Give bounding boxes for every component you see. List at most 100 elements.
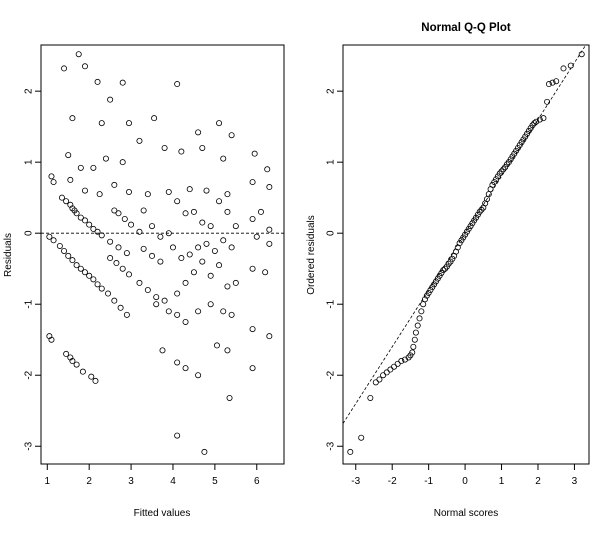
residuals-point — [199, 219, 206, 226]
residuals-point — [226, 394, 233, 401]
qq-y-tick-label: 1 — [326, 159, 337, 165]
qq-point — [531, 120, 538, 127]
residuals-point — [63, 198, 70, 205]
residuals-point — [266, 184, 273, 191]
residuals-point — [182, 365, 189, 372]
residuals-x-tick-label: 1 — [45, 476, 51, 487]
residuals-point — [174, 290, 181, 297]
residuals-point — [69, 205, 76, 212]
residuals-point — [48, 336, 55, 343]
qq-y-tick-label: -2 — [326, 370, 337, 379]
qq-point — [347, 448, 354, 455]
residuals-plot-frame — [40, 44, 285, 465]
residuals-point — [119, 79, 126, 86]
residuals-y-tick-label: 2 — [24, 88, 35, 94]
residuals-point — [63, 350, 70, 357]
residuals-point — [199, 258, 206, 265]
qq-x-tick-label: 0 — [462, 476, 468, 487]
residuals-y-tick-label: -2 — [24, 370, 35, 379]
residuals-point — [113, 260, 120, 267]
residuals-point — [98, 232, 105, 239]
qq-point — [544, 98, 551, 105]
qq-point — [412, 329, 419, 336]
residuals-point — [220, 308, 227, 315]
residuals-y-axis-title: Residuals — [3, 233, 14, 277]
residuals-point — [149, 252, 156, 259]
residuals-point — [232, 279, 239, 286]
residuals-point — [50, 179, 57, 186]
residuals-point — [81, 269, 88, 276]
residuals-point — [174, 432, 181, 439]
residuals-point — [257, 208, 264, 215]
residuals-point — [249, 215, 256, 222]
qq-point — [540, 115, 547, 122]
residuals-point — [211, 247, 218, 254]
qq-y-tick-label: 0 — [326, 230, 337, 236]
residuals-point — [94, 78, 101, 85]
residuals-point — [224, 347, 231, 354]
residuals-point — [203, 240, 210, 247]
residuals-point — [65, 252, 72, 259]
residuals-point — [216, 198, 223, 205]
qq-point — [567, 62, 574, 69]
residuals-point — [46, 233, 53, 240]
residuals-point — [77, 214, 84, 221]
residuals-point — [232, 223, 239, 230]
residuals-point — [105, 290, 112, 297]
qq-axis-ticks: -3 -2 -1 0 1 2 3 -3 -2 -1 0 1 2 — [326, 88, 578, 487]
residuals-point — [266, 333, 273, 340]
residuals-point — [224, 283, 231, 290]
residuals-point — [107, 96, 114, 103]
residuals-point — [199, 144, 206, 151]
residuals-point — [216, 120, 223, 127]
residuals-point — [161, 144, 168, 151]
normal-qq-panel: Normal Q-Q Plot Normal scores Ordered re… — [306, 22, 590, 519]
residuals-point — [228, 132, 235, 139]
residuals-point — [151, 115, 158, 122]
residuals-point — [195, 129, 202, 136]
residuals-point — [165, 189, 172, 196]
qq-point — [398, 358, 405, 365]
residuals-point — [96, 191, 103, 198]
residuals-point — [251, 150, 258, 157]
qq-point — [367, 394, 374, 401]
residuals-axis-ticks: 1 2 3 4 5 6 -3 -2 -1 0 1 2 — [24, 88, 260, 487]
residuals-point — [119, 265, 126, 272]
residuals-point — [186, 186, 193, 193]
residuals-point — [111, 181, 118, 188]
residuals-point — [98, 120, 105, 127]
residuals-point — [117, 304, 124, 311]
qq-point — [411, 336, 418, 343]
residuals-x-axis-title: Fitted values — [134, 508, 191, 519]
residuals-point — [203, 187, 210, 194]
residuals-x-tick-label: 2 — [86, 476, 92, 487]
residuals-point — [88, 373, 95, 380]
residuals-point — [86, 272, 93, 279]
residuals-point — [174, 81, 181, 88]
residuals-point — [69, 358, 76, 365]
qq-point — [545, 81, 552, 88]
residuals-point — [107, 255, 114, 262]
residuals-point — [149, 223, 156, 230]
residuals-point — [182, 279, 189, 286]
qq-point — [553, 78, 560, 85]
residuals-point — [111, 297, 118, 304]
qq-y-tick-label: 2 — [326, 88, 337, 94]
residuals-point — [107, 238, 114, 245]
residuals-point — [153, 294, 160, 301]
qq-x-tick-label: -1 — [424, 476, 433, 487]
residuals-vs-fitted-panel: Fitted values Residuals 1 2 3 4 5 6 -3 -2 -1 0 1 2 — [3, 44, 285, 519]
residuals-point — [73, 262, 80, 269]
qq-point — [358, 434, 365, 441]
residuals-point — [195, 372, 202, 379]
residuals-point — [56, 242, 63, 249]
residuals-point — [249, 265, 256, 272]
residuals-point — [190, 269, 197, 276]
qq-point — [383, 369, 390, 376]
residuals-point — [125, 271, 132, 278]
residuals-point — [262, 269, 269, 276]
residuals-point — [213, 342, 220, 349]
residuals-point — [121, 215, 128, 222]
residuals-point — [161, 297, 168, 304]
